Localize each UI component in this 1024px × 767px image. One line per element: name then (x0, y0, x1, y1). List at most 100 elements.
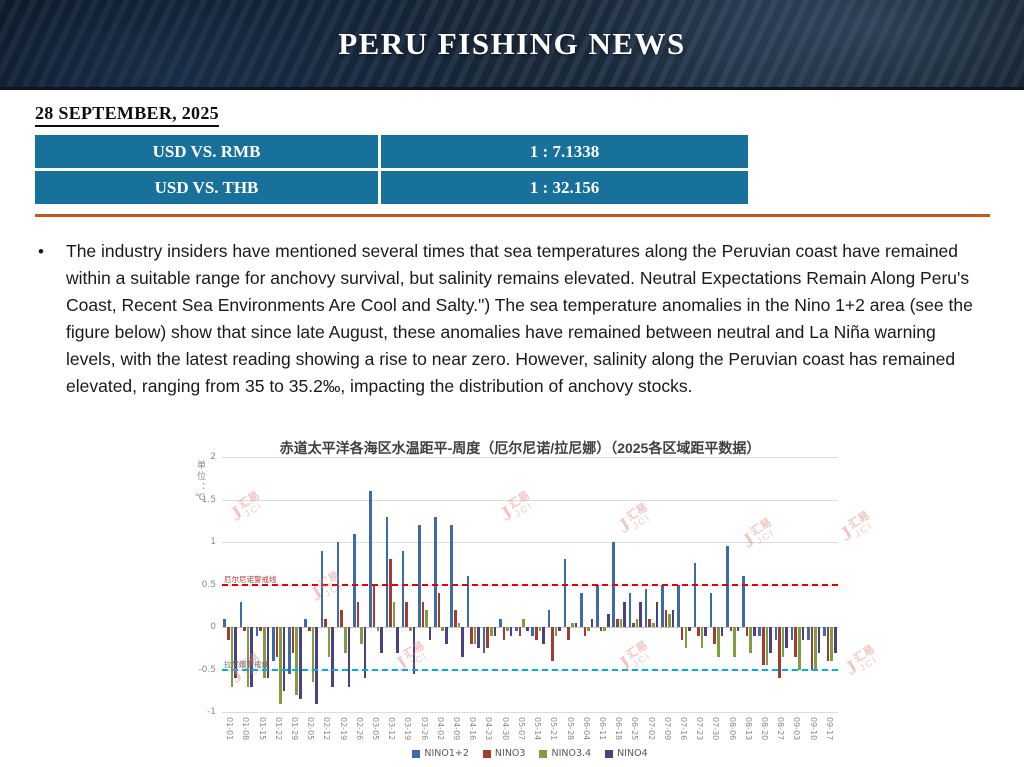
plot-area: 厄尔尼诺警戒线 拉尼娜警戒线 01-01 01-08 01-15 01-22 01-29 02… (222, 457, 838, 740)
watermark-cn: 汇易 (846, 509, 872, 532)
header-banner: PERU FISHING NEWS (0, 0, 1024, 90)
x-tick-label: 01-22 (273, 717, 283, 741)
bar-NINO3.4 (652, 622, 655, 627)
x-tick-label: 05-21 (549, 717, 559, 741)
x-tick-label: 05-14 (533, 717, 543, 741)
bar-NINO3 (729, 627, 733, 632)
bar-NINO1+2 (255, 627, 259, 636)
x-tick-label: 07-02 (646, 717, 656, 741)
bar-NINO3 (778, 627, 781, 678)
bar-NINO3 (502, 627, 506, 640)
bar-NINO4 (769, 627, 772, 653)
watermark-cn: 汇易 (851, 643, 877, 666)
x-tick-label: 02-05 (306, 717, 316, 741)
bar-NINO4 (282, 627, 286, 691)
bar-NINO3.4 (716, 627, 720, 657)
x-tick-label: 08-20 (760, 717, 770, 741)
bar-NINO3 (648, 618, 652, 627)
bar-NINO4 (833, 627, 837, 653)
legend-label: NINO4 (617, 748, 648, 759)
bar-NINO3 (826, 627, 830, 661)
legend-swatch-icon (482, 749, 491, 758)
bar-NINO4 (574, 622, 578, 627)
bar-NINO1+2 (369, 491, 372, 627)
x-tick-label: 08-13 (743, 717, 753, 741)
bar-NINO4 (412, 627, 416, 674)
x-tick-label: 02-26 (354, 717, 364, 741)
bar-NINO3 (389, 559, 392, 627)
bar-NINO3.4 (344, 627, 347, 653)
bar-NINO3 (583, 627, 587, 636)
bar-NINO1+2 (288, 627, 291, 674)
legend-swatch-icon (605, 749, 614, 758)
y-axis-unit-label: 单位：℃ (195, 460, 205, 505)
bar-NINO1+2 (823, 627, 826, 636)
bar-NINO4 (380, 627, 383, 653)
x-tick-label: 08-27 (776, 717, 786, 741)
bar-NINO4 (558, 627, 561, 632)
bar-NINO3 (794, 627, 797, 657)
bar-NINO3.4 (473, 627, 477, 644)
x-tick-label: 03-05 (371, 717, 380, 741)
bar-NINO4 (363, 627, 367, 678)
gridline (222, 542, 838, 543)
bar-NINO4 (639, 601, 643, 627)
bar-NINO3 (356, 601, 360, 627)
bar-NINO3 (680, 627, 684, 640)
currency-pair-label: USD VS. THB (35, 171, 378, 204)
legend-swatch-icon (539, 749, 548, 758)
bar-NINO3 (275, 627, 279, 657)
bar-NINO4 (396, 627, 399, 653)
bar-NINO1+2 (353, 533, 356, 627)
x-tick-label: 01-15 (257, 717, 267, 741)
bar-NINO4 (736, 627, 740, 632)
bar-NINO4 (428, 627, 432, 640)
exchange-rate-table: USD VS. RMB 1 : 7.1338 USD VS. THB 1 : 3… (35, 135, 748, 207)
bar-NINO3.4 (522, 618, 525, 627)
bar-NINO1+2 (596, 584, 599, 627)
bar-NINO3 (340, 610, 344, 627)
legend-label: NINO1+2 (424, 748, 469, 759)
jci-watermark: J 汇易 JCI (836, 509, 876, 546)
bar-NINO1+2 (434, 516, 437, 627)
bar-NINO3.4 (554, 627, 558, 636)
bar-NINO4 (477, 627, 480, 649)
bar-NINO1+2 (385, 516, 389, 627)
bar-NINO4 (704, 627, 707, 636)
bar-NINO3.4 (441, 627, 444, 632)
bar-NINO1+2 (272, 627, 275, 661)
x-tick-label: 03-26 (419, 717, 429, 741)
bar-NINO3 (470, 627, 473, 644)
x-tick-label: 02-12 (322, 717, 332, 741)
bar-NINO1+2 (223, 618, 226, 627)
watermark-j-icon: J (841, 655, 862, 680)
legend-item: NINO4 (605, 748, 648, 759)
bar-NINO4 (299, 627, 302, 700)
x-tick-label: 04-02 (435, 717, 445, 741)
bar-NINO3.4 (830, 627, 833, 661)
legend-swatch-icon (412, 749, 421, 758)
bar-NINO3 (551, 627, 554, 661)
date-heading: 28 SEPTEMBER, 2025 (35, 103, 219, 127)
bar-NINO4 (509, 627, 513, 636)
legend-label: NINO3 (494, 748, 526, 759)
warning-line-label: 厄尔尼诺警戒线 (224, 574, 277, 584)
bar-NINO4 (688, 627, 691, 632)
sst-anomaly-chart: 赤道太平洋各海区水温距平-周度（厄尔尼诺/拉尼娜）（2025各区域距平数据） 单… (0, 430, 1024, 767)
bar-NINO4 (250, 627, 253, 687)
bar-NINO4 (234, 627, 237, 678)
legend-label: NINO3.4 (551, 748, 592, 759)
gridline (222, 627, 838, 628)
page-title: PERU FISHING NEWS (338, 25, 686, 61)
bar-NINO3 (405, 601, 408, 627)
x-tick-label: 01-01 (225, 717, 235, 741)
bar-NINO4 (720, 627, 724, 636)
bar-NINO3.4 (230, 627, 234, 687)
x-tick-label: 09-03 (792, 717, 802, 741)
bar-NINO3 (259, 627, 263, 632)
x-tick-label: 03-12 (387, 717, 397, 741)
bar-NINO3 (437, 593, 441, 627)
x-tick-label: 07-16 (679, 717, 688, 741)
bar-NINO3 (567, 627, 571, 640)
table-row: USD VS. RMB 1 : 7.1338 (35, 135, 748, 168)
